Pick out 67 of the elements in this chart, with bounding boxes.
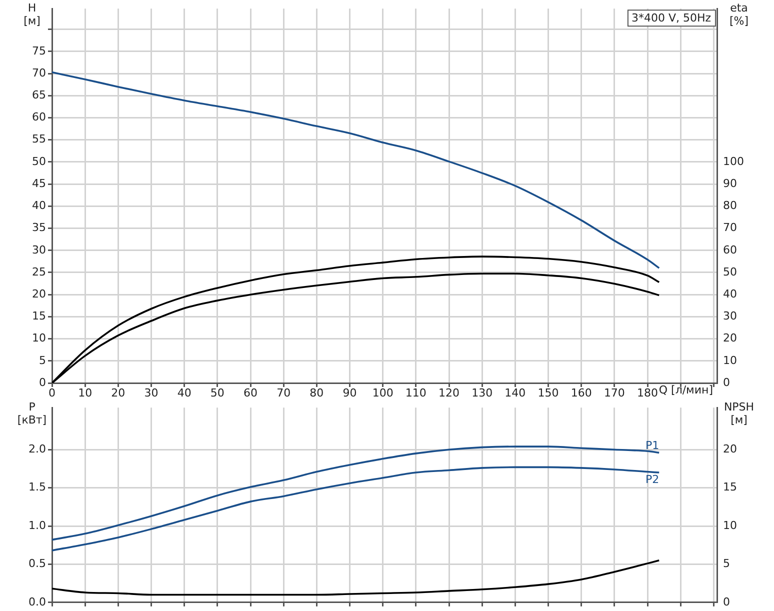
x-tick-label: 0 xyxy=(48,386,56,400)
x-tick-label: 170 xyxy=(604,386,625,400)
chart-title: 3*400 V, 50Hz xyxy=(631,11,712,24)
x-tick-label: 150 xyxy=(538,386,559,400)
y-tick-label: 15 xyxy=(32,310,46,323)
y-tick-label: 1.0 xyxy=(28,518,46,532)
y2-tick-label: 20 xyxy=(723,332,737,345)
y2-axis-title: eta [%] xyxy=(729,1,749,28)
x-tick-label: 110 xyxy=(405,386,426,400)
y-tick-label: 5 xyxy=(39,354,46,367)
x-axis-title: Q [л/мин] xyxy=(658,383,713,396)
line-series xyxy=(52,466,660,552)
series-label: P2 xyxy=(645,472,660,486)
y-tick-label: 40 xyxy=(32,199,46,212)
x-tick-label: 80 xyxy=(310,386,324,400)
y-tick-label: 0 xyxy=(39,376,46,389)
y2-tick-label: 30 xyxy=(723,310,737,323)
y-tick-label: 65 xyxy=(32,88,46,102)
x-tick-label: 20 xyxy=(111,386,126,400)
line-series xyxy=(52,71,660,269)
y-tick-label: 0.5 xyxy=(28,557,46,570)
y2-tick-label: 60 xyxy=(723,243,737,256)
y-tick-label: 20 xyxy=(32,287,46,300)
y2-tick-label: 50 xyxy=(723,265,737,278)
x-tick-label: 70 xyxy=(276,386,291,400)
x-tick-label: 120 xyxy=(438,386,460,400)
y2-tick-label: 20 xyxy=(723,442,737,456)
x-tick-label: 50 xyxy=(210,386,224,400)
y-tick-label: 35 xyxy=(32,221,46,234)
y2-tick-label: 100 xyxy=(723,154,744,168)
y2-tick-label: 10 xyxy=(723,354,737,367)
x-tick-label: 140 xyxy=(504,386,526,400)
y2-tick-label: 0 xyxy=(723,376,730,389)
y2-tick-label: 70 xyxy=(723,221,737,234)
y2-tick-label: 40 xyxy=(723,287,737,300)
y-tick-label: 10 xyxy=(32,332,46,345)
y-tick-label: 70 xyxy=(32,66,46,80)
y-tick-label: 25 xyxy=(32,265,46,278)
y2-tick-label: 90 xyxy=(723,176,737,190)
x-tick-label: 160 xyxy=(570,386,592,400)
x-tick-label: 100 xyxy=(372,386,394,400)
y-tick-label: 50 xyxy=(32,154,46,168)
y-tick-label: 60 xyxy=(32,110,46,124)
y-tick-label: 75 xyxy=(32,44,46,58)
x-tick-label: 130 xyxy=(472,386,493,400)
y-axis-title: P [кВт] xyxy=(17,400,47,426)
y-axis-title: H [м] xyxy=(24,1,40,28)
x-tick-label: 180 xyxy=(637,386,658,400)
y2-tick-label: 80 xyxy=(723,199,737,212)
y-tick-label: 30 xyxy=(32,243,46,256)
y-tick-label: 0.0 xyxy=(28,595,46,608)
y-tick-label: 1.5 xyxy=(28,480,46,494)
y-tick-label: 45 xyxy=(32,176,46,190)
y2-axis-title: NPSH [м] xyxy=(724,400,754,426)
x-tick-label: 60 xyxy=(244,386,258,400)
y2-tick-label: 15 xyxy=(723,480,737,494)
y2-tick-label: 0 xyxy=(723,595,730,608)
x-tick-label: 40 xyxy=(177,386,192,400)
y2-tick-label: 10 xyxy=(723,518,737,532)
x-tick-label: 10 xyxy=(78,386,92,400)
x-tick-label: 30 xyxy=(144,386,158,400)
y2-tick-label: 5 xyxy=(723,557,730,570)
y-tick-label: 55 xyxy=(32,132,46,146)
line-series xyxy=(52,559,660,596)
y-tick-label: 2.0 xyxy=(28,442,46,456)
x-tick-label: 90 xyxy=(342,386,357,400)
series-label: P1 xyxy=(645,439,660,452)
